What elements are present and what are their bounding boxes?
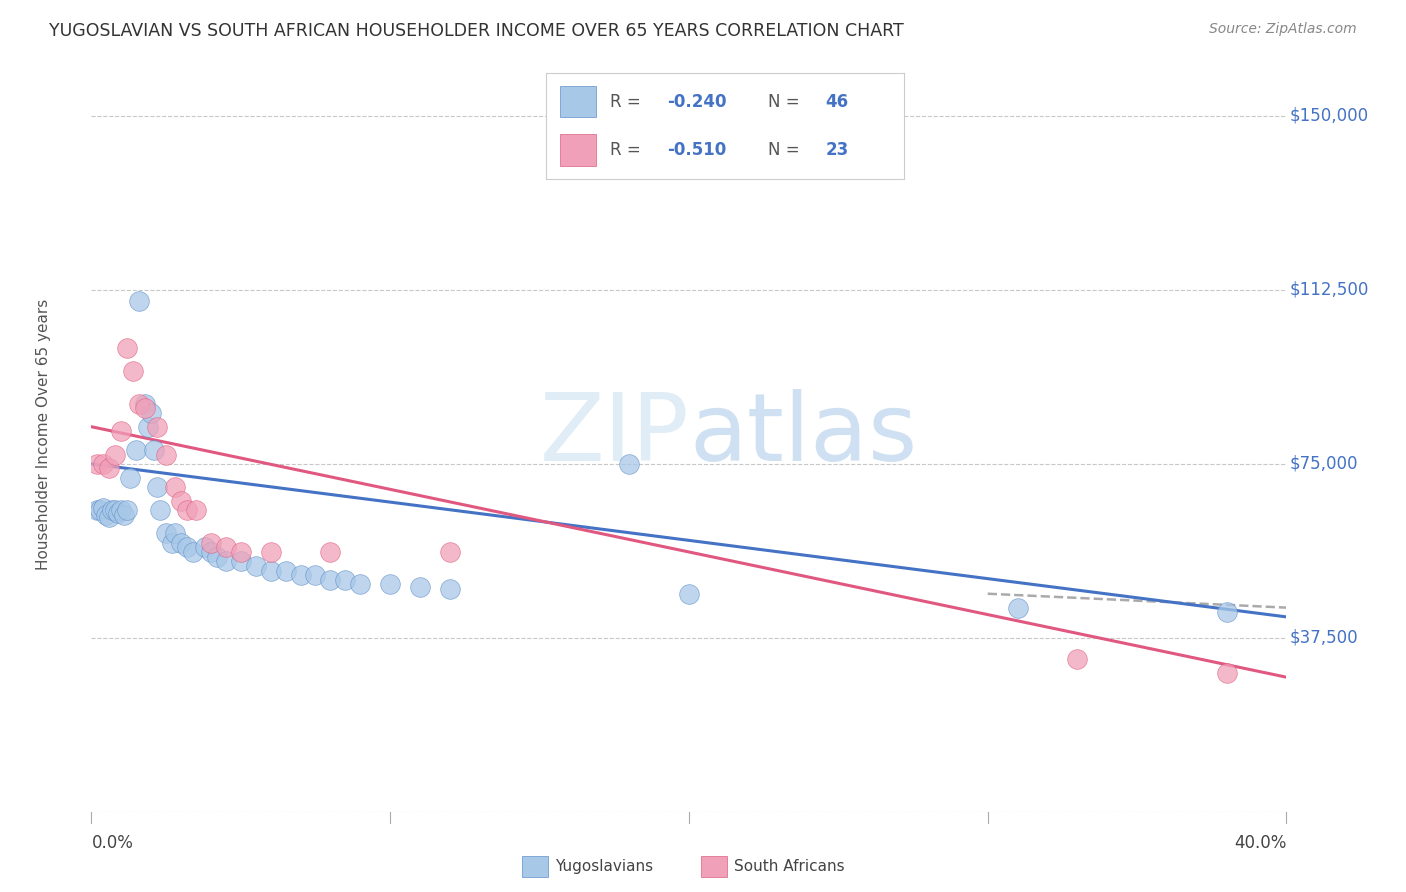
Point <box>319 573 342 587</box>
Point <box>134 401 156 416</box>
Point <box>163 480 186 494</box>
Point <box>319 545 342 559</box>
Text: 40.0%: 40.0% <box>1234 834 1286 853</box>
Point <box>155 526 177 541</box>
Text: atlas: atlas <box>689 389 917 481</box>
Text: $37,500: $37,500 <box>1291 629 1358 647</box>
Point <box>1066 651 1088 665</box>
Point <box>86 457 108 471</box>
Point <box>194 541 217 555</box>
Point <box>229 554 252 568</box>
Text: South Africans: South Africans <box>734 859 845 874</box>
Text: YUGOSLAVIAN VS SOUTH AFRICAN HOUSEHOLDER INCOME OVER 65 YEARS CORRELATION CHART: YUGOSLAVIAN VS SOUTH AFRICAN HOUSEHOLDER… <box>49 22 904 40</box>
Text: $150,000: $150,000 <box>1291 107 1369 125</box>
Point <box>215 541 238 555</box>
Point <box>115 341 138 355</box>
Point <box>146 419 169 434</box>
Point <box>104 503 127 517</box>
Point <box>181 545 204 559</box>
Point <box>274 564 297 578</box>
Point <box>1216 605 1239 619</box>
Point <box>146 480 169 494</box>
Point <box>155 448 177 462</box>
Point <box>1216 665 1239 680</box>
Point <box>259 545 281 559</box>
Bar <box>700 856 727 878</box>
Point <box>205 549 228 564</box>
Point <box>89 503 111 517</box>
Point <box>170 494 193 508</box>
Point <box>215 554 238 568</box>
Point <box>104 448 127 462</box>
Point <box>619 457 641 471</box>
Point <box>98 461 121 475</box>
Point <box>134 396 156 410</box>
Point <box>176 541 198 555</box>
Point <box>110 425 132 439</box>
Bar <box>522 856 548 878</box>
Point <box>184 503 207 517</box>
Point <box>349 577 371 591</box>
Point <box>380 577 402 591</box>
Point <box>163 526 186 541</box>
Point <box>170 535 193 549</box>
Point <box>200 545 222 559</box>
Text: Source: ZipAtlas.com: Source: ZipAtlas.com <box>1209 22 1357 37</box>
Point <box>176 503 198 517</box>
Point <box>112 508 135 522</box>
Text: Yugoslavians: Yugoslavians <box>555 859 654 874</box>
Point <box>93 500 115 515</box>
Point <box>107 506 129 520</box>
Point <box>143 442 166 457</box>
Point <box>128 396 150 410</box>
Point <box>98 510 121 524</box>
Point <box>439 582 461 596</box>
Point <box>149 503 172 517</box>
Point <box>1007 600 1029 615</box>
Point <box>141 406 163 420</box>
Text: Householder Income Over 65 years: Householder Income Over 65 years <box>37 299 51 571</box>
Point <box>136 419 159 434</box>
Text: 0.0%: 0.0% <box>91 834 134 853</box>
Text: $112,500: $112,500 <box>1291 281 1369 299</box>
Point <box>93 457 115 471</box>
Point <box>200 535 222 549</box>
Point <box>409 580 432 594</box>
Point <box>101 503 124 517</box>
Text: ZIP: ZIP <box>540 389 689 481</box>
Point <box>96 508 118 522</box>
Point <box>115 503 138 517</box>
Point <box>290 568 312 582</box>
Point <box>128 294 150 309</box>
Point <box>160 535 183 549</box>
Point <box>259 564 281 578</box>
Point <box>110 503 132 517</box>
Text: $75,000: $75,000 <box>1291 455 1358 473</box>
Point <box>122 364 145 378</box>
Point <box>229 545 252 559</box>
Point <box>86 503 108 517</box>
Point <box>439 545 461 559</box>
Point <box>125 442 148 457</box>
Point <box>304 568 326 582</box>
Point <box>335 573 357 587</box>
Point <box>678 587 700 601</box>
Point <box>120 471 142 485</box>
Point <box>245 558 267 573</box>
